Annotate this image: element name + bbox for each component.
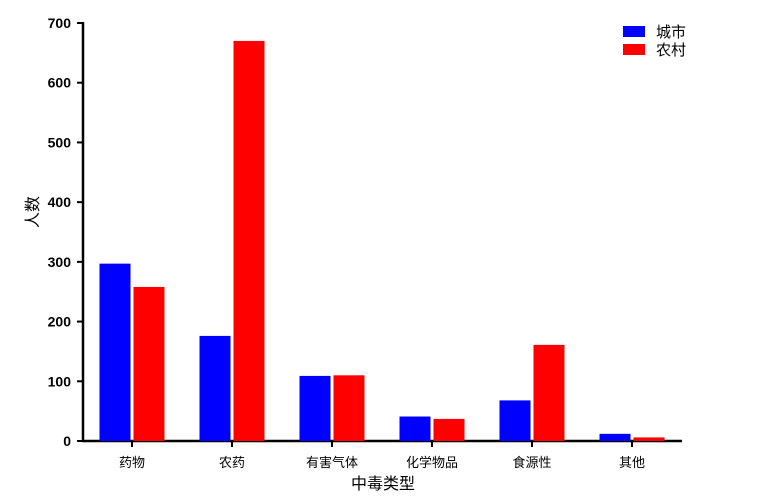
y-tick-label: 200 [48, 314, 72, 330]
bar-rural [633, 437, 665, 441]
bars [99, 40, 665, 442]
legend-swatch [623, 44, 645, 55]
bar-rural [333, 375, 365, 441]
x-tick-label: 其他 [619, 456, 645, 471]
y-tick-label: 300 [48, 254, 72, 270]
y-axis-title: 人数 [23, 196, 42, 228]
y-tick-label: 0 [63, 433, 71, 449]
legend-swatch [623, 26, 645, 37]
x-tick-label: 化学物品 [406, 455, 458, 471]
bar-city [299, 375, 331, 441]
x-axis: 药物 农药 有害气体 化学物品 食源性 其他 [82, 439, 682, 471]
bar-city [99, 263, 131, 441]
y-tick-label: 500 [48, 134, 72, 150]
bar-rural [533, 344, 565, 441]
bar-city [199, 335, 231, 441]
x-tick-label: 农药 [219, 456, 245, 471]
x-tick-label: 有害气体 [306, 455, 358, 471]
y-axis: 0 100 200 300 400 500 600 700 [48, 15, 85, 449]
x-tick-label: 食源性 [512, 455, 551, 471]
x-ticks: 药物 农药 有害气体 化学物品 食源性 其他 [119, 441, 645, 471]
legend-label: 农村 [656, 41, 686, 59]
legend-label: 城市 [656, 23, 686, 41]
y-tick-label: 400 [48, 194, 72, 210]
bar-city [399, 416, 431, 441]
x-axis-title: 中毒类型 [351, 474, 415, 493]
y-tick-label: 600 [48, 75, 72, 91]
bar-rural [133, 286, 165, 441]
bar-rural [233, 40, 265, 442]
x-tick-label: 药物 [119, 456, 145, 471]
bar-city [499, 400, 531, 441]
bar-city [599, 433, 631, 441]
y-tick-label: 100 [48, 373, 72, 389]
bar-rural [433, 418, 465, 441]
y-ticks: 0 100 200 300 400 500 600 700 [48, 15, 83, 449]
y-tick-label: 700 [48, 15, 72, 31]
